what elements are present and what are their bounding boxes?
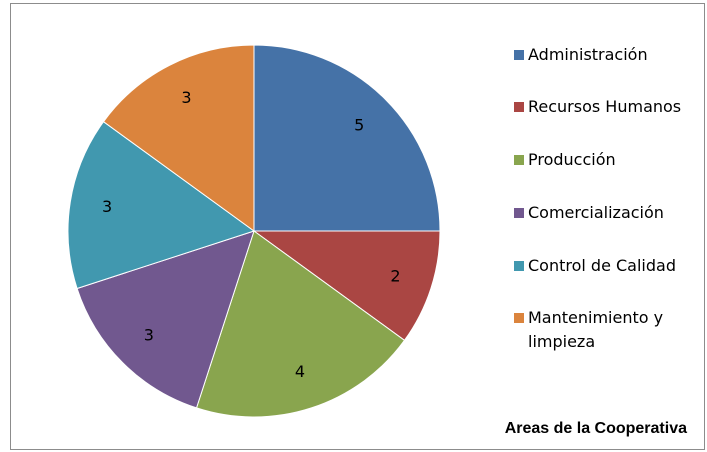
chart-border [10,3,705,450]
legend-label: Administración [528,45,648,64]
pie-slice [67,120,256,290]
legend-label: Control de Calidad [528,256,676,275]
chart-title: Areas de la Cooperativa [504,420,687,437]
legend-swatch [514,261,524,271]
legend-label: Producción [528,150,616,169]
legend-label: Mantenimiento y limpieza [528,308,664,351]
legend-swatch [514,50,524,60]
legend-swatch [514,102,524,112]
data-label: 2 [390,266,400,285]
pie-slice [102,44,255,232]
pie-slice [195,230,406,418]
legend-swatch [514,155,524,165]
pie-slice [252,230,441,342]
legend-swatch [514,208,524,218]
data-label: 5 [354,115,364,134]
data-label: 4 [295,362,305,381]
pie-slice [253,44,441,232]
legend-label: Comercialización [528,203,664,222]
data-label: 3 [181,88,191,107]
data-label: 3 [144,326,154,345]
pie-slice [76,230,255,409]
legend-swatch [514,313,524,323]
data-label: 3 [102,197,112,216]
legend-label: Recursos Humanos [528,97,682,116]
